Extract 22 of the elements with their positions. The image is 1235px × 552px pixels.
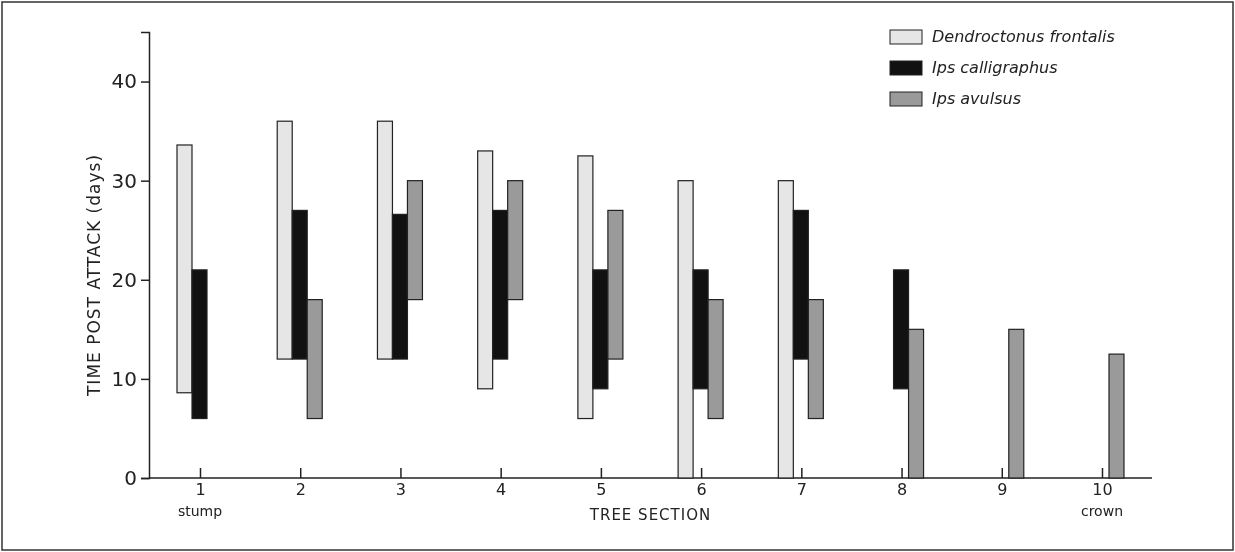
legend-label: Ips calligraphus [932,58,1058,77]
x-tick-label: 1 [195,480,206,500]
x-tick-label: 6 [696,480,707,500]
y-axis-title: TIME POST ATTACK (days) [84,153,104,398]
y-tick-label: 40 [111,69,137,94]
x-tick-label: 3 [395,480,407,500]
y-tick-label: 30 [111,168,137,193]
x-tick-label: 5 [596,480,607,500]
x-tick-label: 10 [1092,480,1113,500]
x-tick-label: 2 [295,480,306,500]
x-tick-label: 4 [496,480,507,500]
y-tick-label: 0 [124,465,137,490]
legend-label: Ips avulsus [932,89,1021,108]
y-tick-label: 10 [111,366,137,391]
text: stump [177,503,223,519]
legend-label: Dendroctonus frontalis [932,27,1115,46]
x-tick-label: 8 [896,480,908,500]
x-axis-title: TREE SECTION [588,506,712,524]
x-tick-label: 7 [796,480,807,500]
text: crown [1080,503,1124,519]
y-tick-label: 20 [111,267,137,292]
x-tick-label: 9 [997,480,1008,500]
